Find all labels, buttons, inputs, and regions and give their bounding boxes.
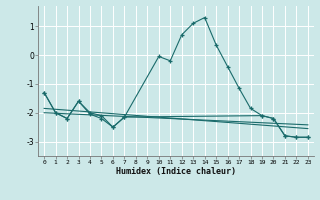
X-axis label: Humidex (Indice chaleur): Humidex (Indice chaleur) (116, 167, 236, 176)
